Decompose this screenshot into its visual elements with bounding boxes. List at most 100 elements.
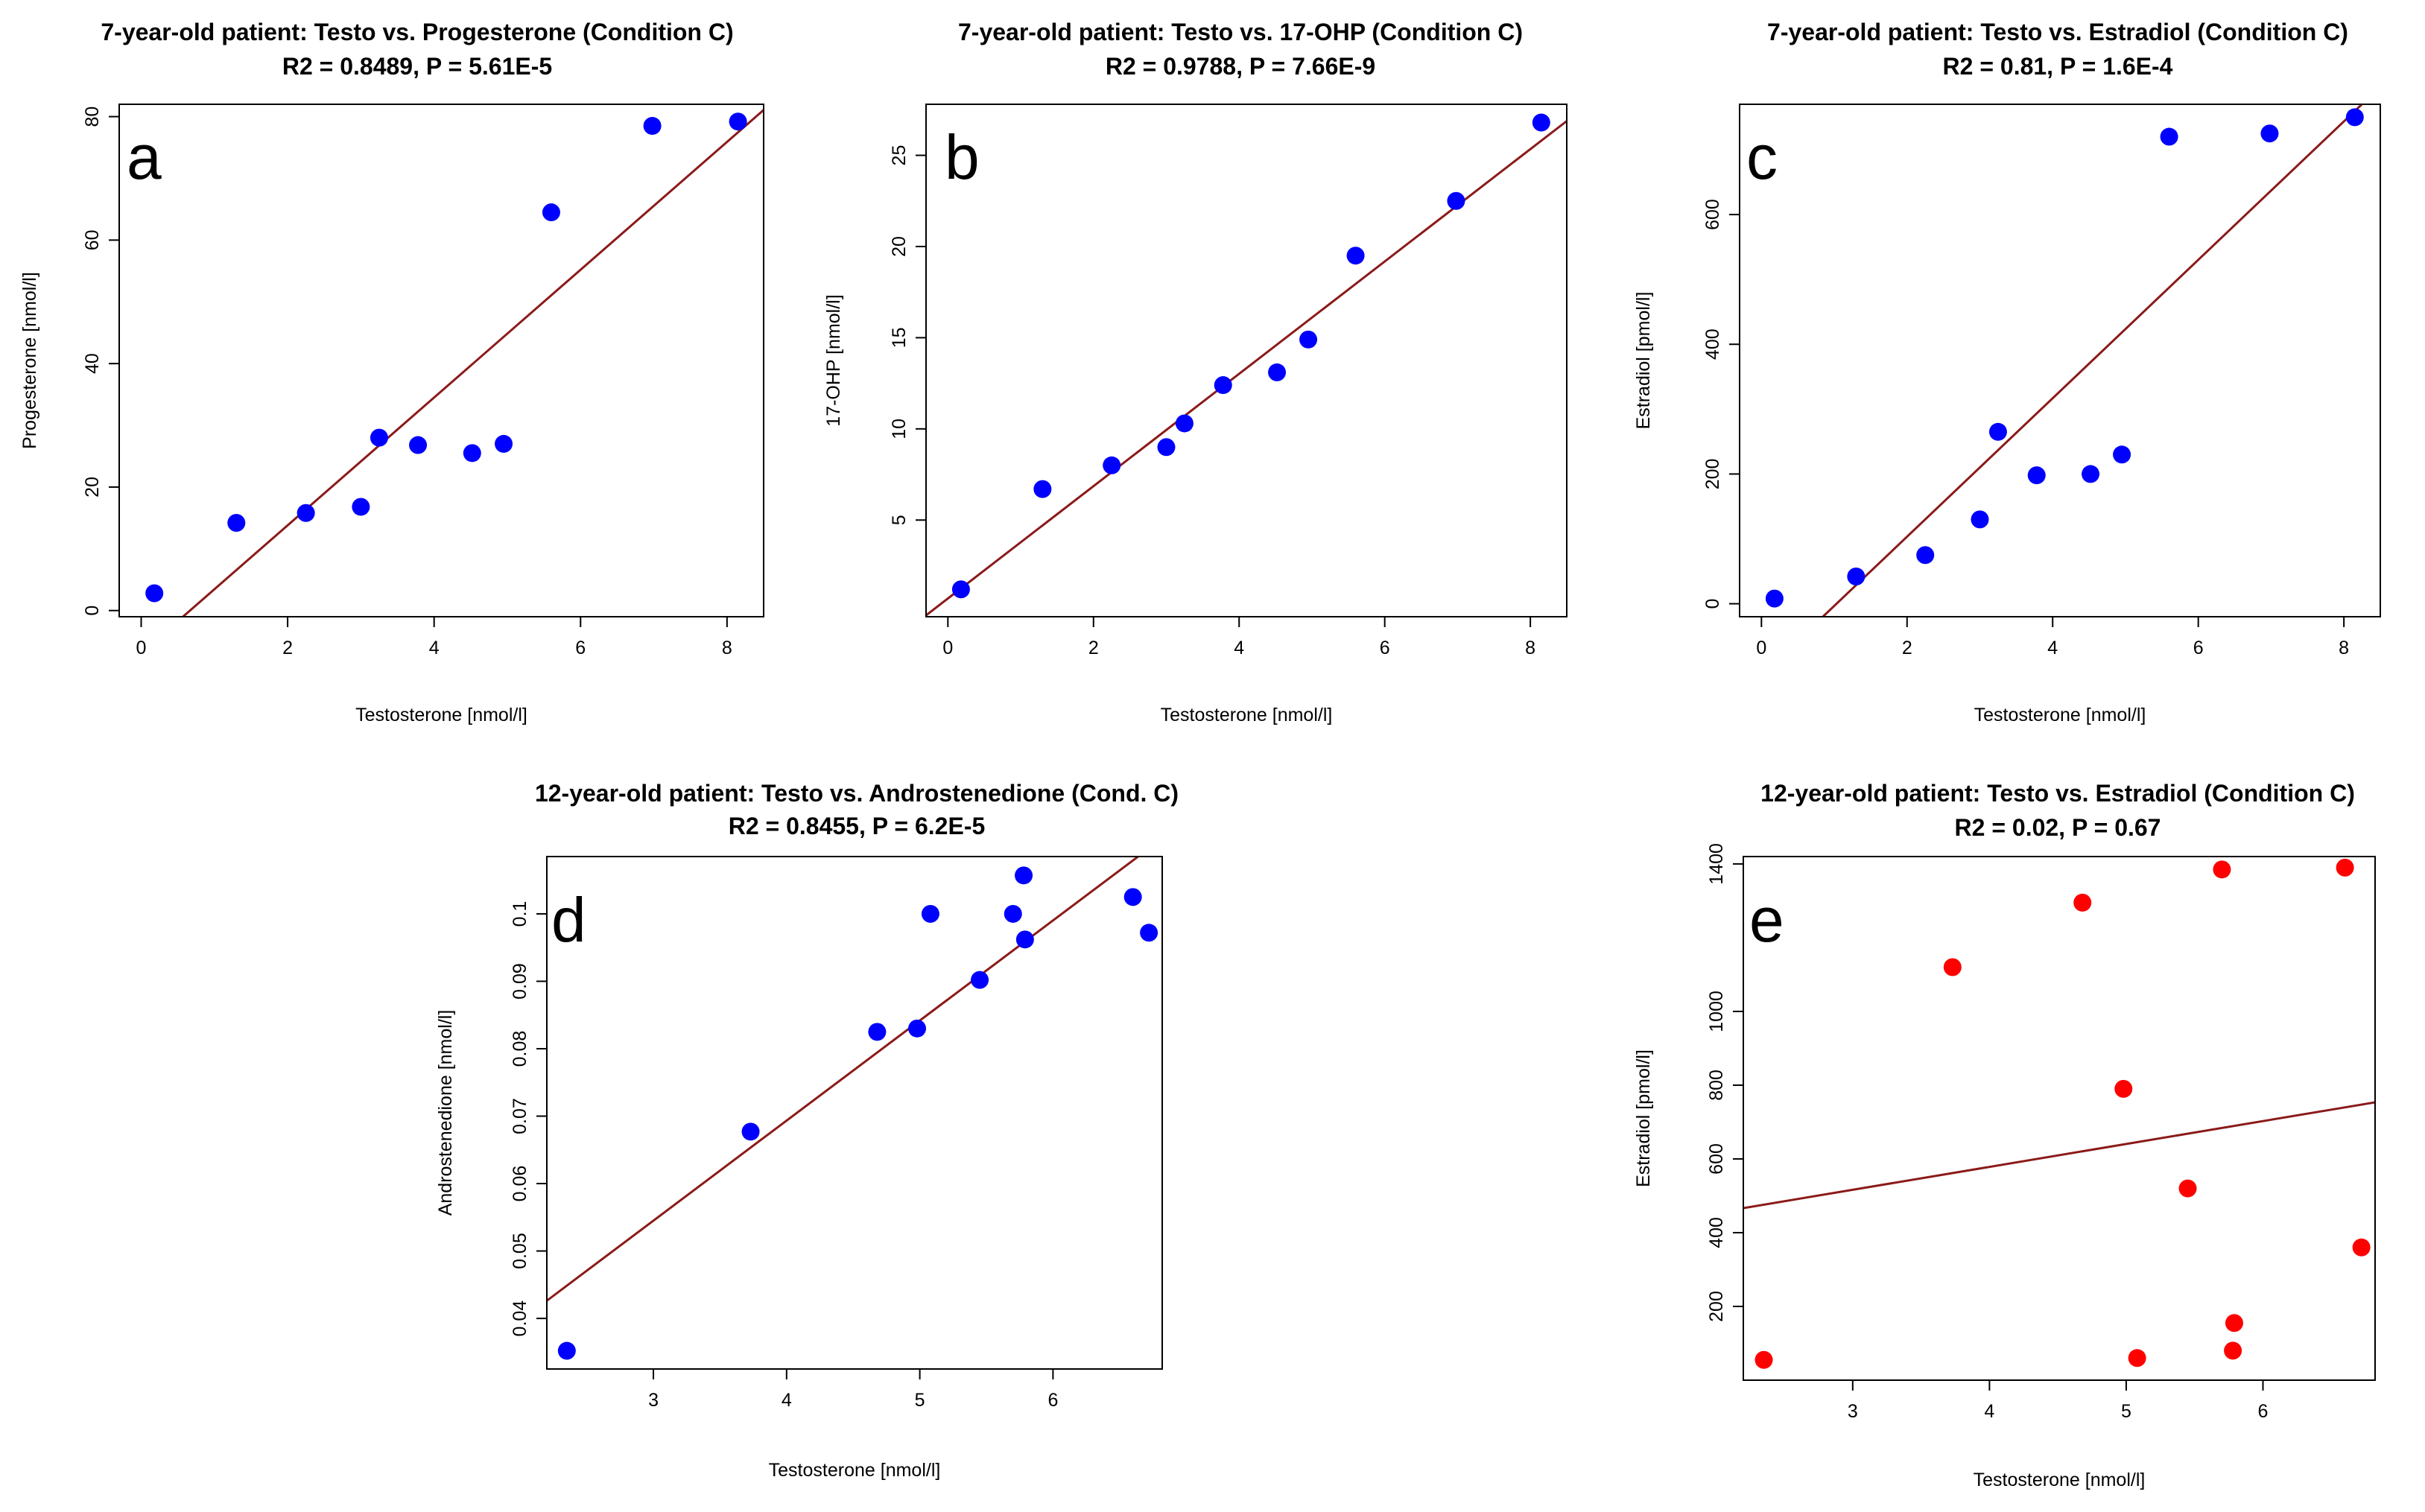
x-tick-label: 8 bbox=[2339, 638, 2349, 658]
data-point bbox=[2345, 108, 2364, 127]
data-point bbox=[2160, 127, 2178, 146]
x-tick-label: 3 bbox=[1848, 1401, 1858, 1422]
data-point bbox=[370, 428, 388, 447]
data-point bbox=[1033, 480, 1052, 498]
y-tick-label: 60 bbox=[82, 229, 103, 250]
data-point bbox=[145, 584, 164, 603]
y-tick-label: 0.09 bbox=[510, 963, 530, 1000]
panel-letter: c bbox=[1746, 122, 1778, 192]
y-tick-label: 0 bbox=[1702, 599, 1723, 609]
data-point bbox=[1971, 510, 1989, 529]
y-tick-label: 400 bbox=[1702, 328, 1723, 360]
data-point bbox=[1765, 589, 1784, 608]
y-tick-label: 25 bbox=[889, 145, 910, 166]
data-point bbox=[643, 117, 662, 136]
plot-frame bbox=[1739, 104, 2381, 617]
y-tick-label: 400 bbox=[1706, 1217, 1727, 1248]
x-tick-label: 0 bbox=[942, 638, 953, 658]
chart-title: 7-year-old patient: Testo vs. Estradiol … bbox=[1767, 19, 2348, 45]
regression-line bbox=[926, 120, 1567, 617]
data-point bbox=[1916, 546, 1935, 565]
y-axis-label: Estradiol [pmol/l] bbox=[1633, 1049, 1654, 1187]
data-point bbox=[2114, 1079, 2133, 1098]
y-tick-label: 1000 bbox=[1706, 991, 1727, 1032]
panel-d: 12-year-old patient: Testo vs. Androsten… bbox=[435, 780, 1179, 1481]
data-point bbox=[868, 1023, 887, 1041]
data-point bbox=[2224, 1341, 2242, 1360]
x-tick-label: 5 bbox=[915, 1390, 925, 1411]
panel-letter: a bbox=[127, 122, 162, 192]
plot-frame bbox=[546, 856, 1163, 1370]
data-point bbox=[2027, 466, 2046, 485]
panel-e: 12-year-old patient: Testo vs. Estradiol… bbox=[1633, 780, 2376, 1490]
y-tick-label: 200 bbox=[1706, 1291, 1727, 1322]
x-tick-label: 2 bbox=[1088, 638, 1099, 658]
x-tick-label: 4 bbox=[1984, 1401, 1994, 1422]
data-point bbox=[2178, 1179, 2197, 1198]
y-tick-label: 0.06 bbox=[510, 1166, 530, 1202]
panel-letter: d bbox=[551, 885, 586, 955]
data-point bbox=[2213, 860, 2231, 879]
y-tick-label: 15 bbox=[889, 327, 910, 348]
regression-line bbox=[1743, 1101, 2375, 1210]
data-point bbox=[2073, 893, 2092, 912]
y-tick-label: 800 bbox=[1706, 1070, 1727, 1101]
chart-subtitle: R2 = 0.9788, P = 7.66E-9 bbox=[1106, 53, 1375, 80]
data-point bbox=[2082, 465, 2100, 483]
y-tick-label: 200 bbox=[1702, 459, 1723, 490]
data-point bbox=[227, 514, 246, 533]
x-tick-label: 4 bbox=[1234, 638, 1244, 658]
data-point bbox=[2260, 124, 2279, 143]
y-tick-label: 20 bbox=[82, 477, 103, 498]
x-axis-label: Testosterone [nmol/l] bbox=[1974, 705, 2146, 725]
y-tick-label: 0.04 bbox=[510, 1300, 530, 1337]
data-point bbox=[557, 1341, 576, 1360]
data-point bbox=[1214, 376, 1232, 395]
data-point bbox=[1157, 438, 1176, 457]
data-point bbox=[2113, 445, 2131, 464]
data-point bbox=[297, 504, 315, 522]
chart-title: 12-year-old patient: Testo vs. Estradiol… bbox=[1760, 780, 2355, 807]
data-point bbox=[2352, 1238, 2371, 1257]
panel-c: 7-year-old patient: Testo vs. Estradiol … bbox=[1633, 19, 2381, 725]
x-tick-label: 6 bbox=[2258, 1401, 2269, 1422]
plot-frame bbox=[118, 104, 764, 617]
data-point bbox=[908, 1019, 927, 1038]
data-point bbox=[1847, 568, 1865, 586]
data-point bbox=[741, 1122, 760, 1141]
data-point bbox=[1754, 1350, 1773, 1369]
x-axis-label: Testosterone [nmol/l] bbox=[1974, 1470, 2146, 1490]
y-axis-label: Estradiol [pmol/l] bbox=[1633, 292, 1654, 430]
plot-frame bbox=[1743, 856, 2376, 1381]
x-tick-label: 2 bbox=[282, 638, 293, 658]
y-tick-label: 0.1 bbox=[510, 901, 530, 927]
x-tick-label: 8 bbox=[722, 638, 732, 658]
data-point bbox=[463, 444, 481, 463]
chart-subtitle: R2 = 0.8455, P = 6.2E-5 bbox=[729, 813, 986, 839]
y-axis-label: Androstenedione [nmol/l] bbox=[435, 1010, 456, 1216]
y-axis-label: 17-OHP [nmol/l] bbox=[823, 294, 844, 426]
x-tick-label: 4 bbox=[2047, 638, 2058, 658]
data-point bbox=[1015, 930, 1034, 949]
y-tick-label: 40 bbox=[82, 353, 103, 374]
data-point bbox=[1123, 888, 1142, 906]
panel-a: 7-year-old patient: Testo vs. Progestero… bbox=[19, 19, 764, 725]
data-point bbox=[729, 112, 747, 131]
y-tick-label: 0.05 bbox=[510, 1233, 530, 1269]
x-tick-label: 6 bbox=[2193, 638, 2204, 658]
chart-title: 7-year-old patient: Testo vs. Progestero… bbox=[101, 19, 733, 45]
data-point bbox=[1447, 191, 1465, 210]
panel-letter: e bbox=[1749, 885, 1784, 955]
plot-frame bbox=[925, 104, 1567, 617]
chart-title: 7-year-old patient: Testo vs. 17-OHP (Co… bbox=[958, 19, 1523, 45]
x-tick-label: 5 bbox=[2121, 1401, 2131, 1422]
data-point bbox=[1004, 904, 1022, 923]
y-tick-label: 10 bbox=[889, 419, 910, 439]
panel-b: 7-year-old patient: Testo vs. 17-OHP (Co… bbox=[823, 19, 1567, 725]
y-tick-label: 0.07 bbox=[510, 1098, 530, 1134]
y-tick-label: 80 bbox=[82, 107, 103, 127]
x-axis-label: Testosterone [nmol/l] bbox=[1161, 705, 1333, 725]
chart-subtitle: R2 = 0.81, P = 1.6E-4 bbox=[1943, 53, 2173, 80]
data-point bbox=[1988, 422, 2007, 441]
